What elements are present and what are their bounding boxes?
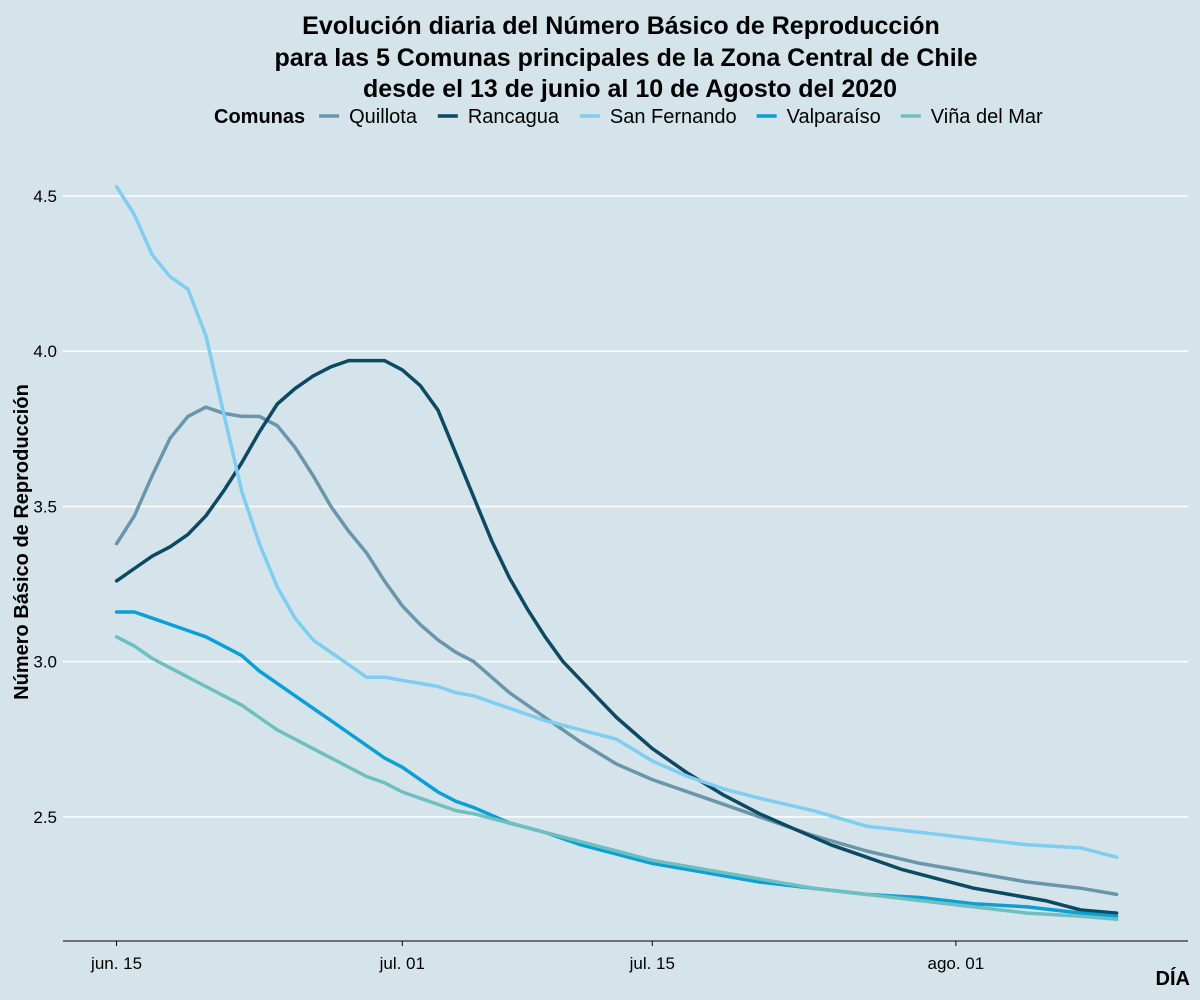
x-axis-ticks: jun. 15 jul. 01 jul. 15 ago. 01 (90, 941, 984, 973)
legend: Comunas Quillota Rancagua San Fernando Valp… (214, 106, 1043, 128)
legend-label: San Fernando (610, 106, 737, 128)
y-tick-label: 3.5 (33, 497, 57, 516)
series-line-rancagua (114, 358, 1119, 915)
y-axis-title: Número Básico de Reproducción (11, 384, 33, 700)
series-lines (114, 184, 1119, 922)
series-line-san-fernando (114, 184, 1119, 859)
x-tick-label: ago. 01 (927, 954, 984, 973)
x-axis-title: DÍA (1156, 967, 1190, 990)
y-tick-label: 4.0 (33, 342, 57, 361)
x-tick-label: jul. 01 (379, 954, 425, 973)
chart-title-line-2: para las 5 Comunas principales de la Zon… (275, 44, 978, 72)
legend-label: Valparaíso (787, 106, 881, 128)
y-tick-label: 3.0 (33, 653, 57, 672)
legend-label: Quillota (349, 106, 418, 128)
y-tick-label: 4.5 (33, 187, 57, 206)
legend-label: Rancagua (468, 106, 560, 128)
series-line-vina-del-mar (114, 635, 1119, 922)
legend-label: Viña del Mar (931, 106, 1043, 128)
y-axis-ticks: 2.5 3.0 3.5 4.0 4.5 (33, 187, 57, 827)
x-tick-label: jul. 15 (629, 954, 675, 973)
chart-title-line-3: desde el 13 de junio al 10 de Agosto del… (363, 75, 897, 103)
chart-title: Evolución diaria del Número Básico de Re… (275, 12, 978, 103)
series-line-quillota (114, 405, 1119, 897)
y-tick-label: 2.5 (33, 808, 57, 827)
chart-title-line-1: Evolución diaria del Número Básico de Re… (302, 12, 940, 40)
x-tick-label: jun. 15 (90, 954, 142, 973)
legend-title: Comunas (214, 106, 305, 128)
